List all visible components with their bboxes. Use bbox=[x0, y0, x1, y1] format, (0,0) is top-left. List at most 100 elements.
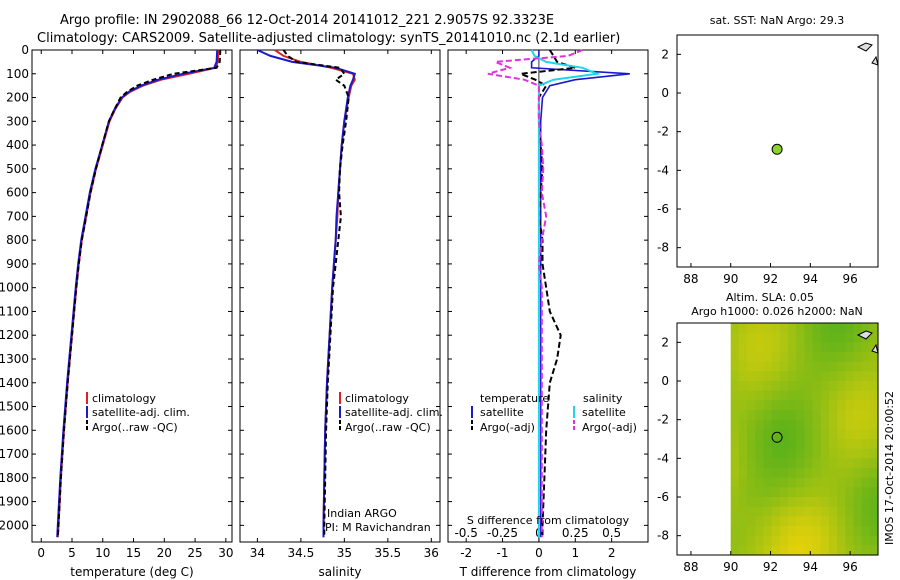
heat-cell bbox=[763, 448, 773, 459]
heat-cell bbox=[820, 323, 830, 334]
heat-cell bbox=[763, 545, 773, 556]
heat-cell bbox=[804, 419, 814, 430]
map-x-tick-label: 92 bbox=[763, 272, 778, 286]
heat-cell bbox=[820, 381, 830, 392]
heat-cell bbox=[812, 410, 822, 421]
heat-cell bbox=[812, 419, 822, 430]
heat-cell bbox=[804, 342, 814, 353]
x-tick-label: 34.5 bbox=[288, 546, 315, 560]
heat-cell bbox=[755, 487, 765, 498]
heat-cell bbox=[861, 516, 871, 527]
heat-cell bbox=[820, 419, 830, 430]
x-tick-label: 2 bbox=[608, 546, 616, 560]
heat-cell bbox=[820, 410, 830, 421]
heat-cell bbox=[747, 526, 756, 537]
heat-cell bbox=[779, 400, 789, 411]
y-tick-label: 1200 bbox=[0, 328, 29, 342]
heat-cell bbox=[845, 487, 855, 498]
heat-cell bbox=[788, 506, 797, 517]
legend-d-salinity-header: salinity bbox=[583, 392, 623, 405]
heat-cell bbox=[853, 381, 863, 392]
map-y-tick-label: -8 bbox=[657, 241, 669, 255]
heat-cell bbox=[853, 410, 863, 421]
heat-cell bbox=[771, 535, 781, 546]
heat-cell bbox=[755, 429, 765, 440]
heat-cell bbox=[804, 381, 814, 392]
x-tick-label: 20 bbox=[157, 546, 172, 560]
heat-cell bbox=[861, 419, 871, 430]
heat-cell bbox=[869, 352, 879, 363]
series-temperature-argo-adj- bbox=[520, 49, 576, 538]
legend-s-argo-label: Argo(..raw -QC) bbox=[345, 421, 431, 434]
y-tick-label: 800 bbox=[6, 233, 29, 247]
heat-cell bbox=[788, 545, 797, 556]
heat-cell bbox=[853, 332, 863, 343]
heat-cell bbox=[730, 371, 740, 382]
heat-cell bbox=[771, 400, 781, 411]
heat-cell bbox=[771, 448, 781, 459]
heat-cell bbox=[755, 410, 765, 421]
sla-map-title2: Argo h1000: 0.026 h2000: NaN bbox=[691, 305, 863, 318]
heat-cell bbox=[755, 419, 765, 430]
legend-s-climatology-label: climatology bbox=[345, 392, 409, 405]
heat-cell bbox=[804, 429, 814, 440]
heat-cell bbox=[738, 506, 748, 517]
y-tick-label: 1900 bbox=[0, 495, 29, 509]
heat-cell bbox=[738, 497, 748, 508]
y-tick-label: 500 bbox=[6, 162, 29, 176]
heat-cell bbox=[853, 448, 863, 459]
heat-cell bbox=[828, 545, 838, 556]
heat-cell bbox=[730, 323, 740, 334]
heat-cell bbox=[771, 487, 781, 498]
heat-cell bbox=[820, 516, 830, 527]
heat-cell bbox=[845, 323, 855, 334]
heat-cell bbox=[738, 390, 748, 401]
heat-cell bbox=[820, 506, 830, 517]
heat-cell bbox=[837, 381, 846, 392]
map-y-tick-label: -2 bbox=[657, 125, 669, 139]
x-tick-label: 34 bbox=[250, 546, 265, 560]
heat-cell bbox=[771, 439, 781, 450]
heat-cell bbox=[869, 381, 879, 392]
legend-d-t-argo-label: Argo(-adj) bbox=[480, 421, 535, 434]
heat-cell bbox=[853, 429, 863, 440]
heat-cell bbox=[845, 429, 855, 440]
heat-cell bbox=[828, 429, 838, 440]
heat-cell bbox=[828, 410, 838, 421]
heat-cell bbox=[828, 448, 838, 459]
heat-cell bbox=[738, 361, 748, 372]
map-y-tick-label: 0 bbox=[661, 86, 669, 100]
map-x-tick-label: 96 bbox=[842, 272, 857, 286]
heat-cell bbox=[738, 323, 748, 334]
heat-cell bbox=[738, 381, 748, 392]
heat-cell bbox=[820, 545, 830, 556]
heat-cell bbox=[845, 361, 855, 372]
heat-cell bbox=[738, 468, 748, 479]
heat-cell bbox=[812, 535, 822, 546]
heat-cell bbox=[837, 323, 846, 334]
heat-cell bbox=[763, 390, 773, 401]
heat-cell bbox=[837, 439, 846, 450]
heat-cell bbox=[796, 400, 805, 411]
sst-map-title: sat. SST: NaN Argo: 29.3 bbox=[710, 14, 844, 27]
heat-cell bbox=[730, 439, 740, 450]
heat-cell bbox=[771, 545, 781, 556]
heat-cell bbox=[837, 400, 846, 411]
heat-cell bbox=[861, 535, 871, 546]
heat-cell bbox=[828, 342, 838, 353]
x-tick-label: 35.5 bbox=[374, 546, 401, 560]
heat-cell bbox=[812, 516, 822, 527]
heat-cell bbox=[845, 410, 855, 421]
difference-panel bbox=[447, 49, 649, 543]
heat-cell bbox=[771, 497, 781, 508]
heat-cell bbox=[763, 497, 773, 508]
heat-cell bbox=[779, 487, 789, 498]
y-tick-label: 1800 bbox=[0, 471, 29, 485]
heat-cell bbox=[788, 342, 797, 353]
heat-cell bbox=[853, 497, 863, 508]
heat-cell bbox=[804, 545, 814, 556]
argo-location-marker bbox=[771, 143, 783, 155]
heat-cell bbox=[812, 400, 822, 411]
heat-cell bbox=[788, 381, 797, 392]
heat-cell bbox=[788, 439, 797, 450]
